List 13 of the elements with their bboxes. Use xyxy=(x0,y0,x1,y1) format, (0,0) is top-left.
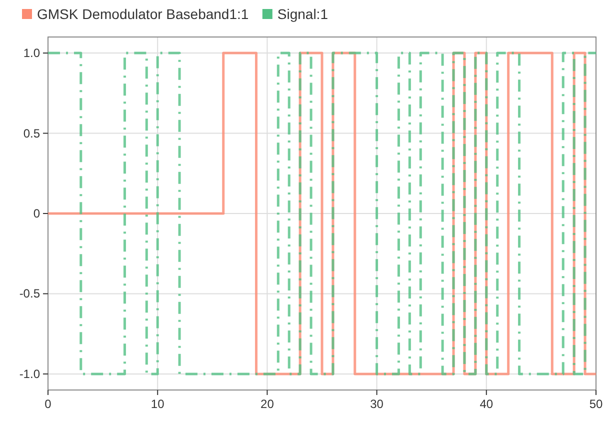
x-tick-label: 10 xyxy=(150,397,165,411)
x-tick-label: 20 xyxy=(260,397,274,411)
y-tick-label: 0.5 xyxy=(23,126,40,140)
y-tick-label: -1.0 xyxy=(19,366,40,381)
x-tick-label: 50 xyxy=(589,397,603,411)
y-tick-label: -0.5 xyxy=(19,286,40,301)
x-tick-label: 0 xyxy=(44,397,52,411)
x-tick-label: 40 xyxy=(480,397,494,411)
legend-label: Signal:1 xyxy=(277,6,328,22)
y-tick-label: 1.0 xyxy=(23,46,40,60)
x-tick-label: 30 xyxy=(370,397,384,411)
legend-label: GMSK Demodulator Baseband1:1 xyxy=(37,6,249,22)
y-tick-label: 0 xyxy=(33,206,40,220)
